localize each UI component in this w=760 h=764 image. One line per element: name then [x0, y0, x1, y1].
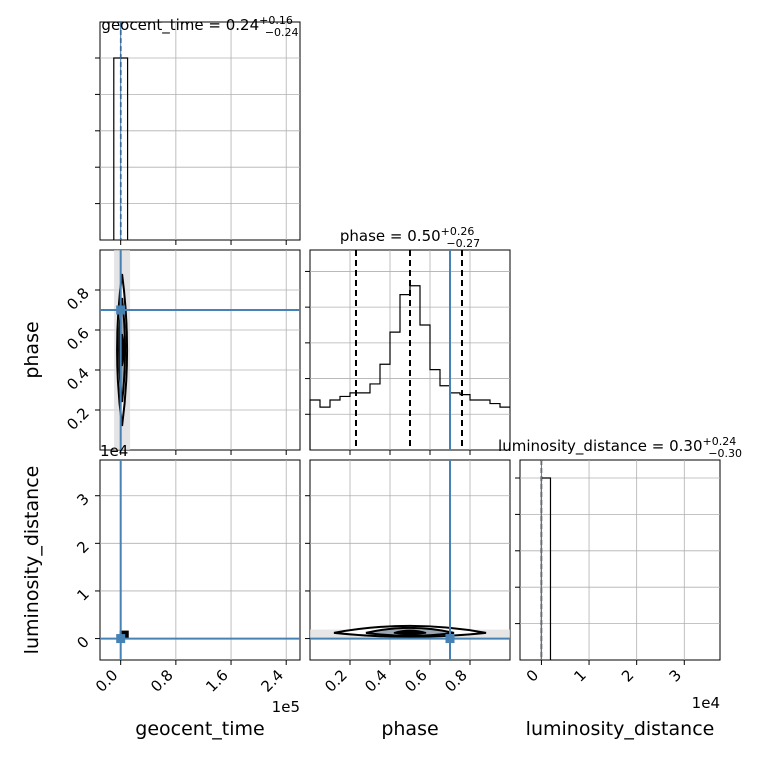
title-param-name: luminosity_distance: [498, 437, 647, 456]
xtick-label-2-2-3: 3: [666, 666, 685, 685]
panel-title-geocent-time: geocent_time = 0.24+0.16 −0.24: [101, 14, 298, 39]
ytick-label-2-0-0: 0: [73, 633, 92, 652]
xtick-label-2-1-0: 0.2: [321, 666, 351, 696]
title-param-name: phase: [340, 227, 385, 245]
panel-frame-1-0: [99, 249, 301, 451]
panel-frame-2-0: [99, 459, 301, 661]
panel-frame-2-2: [519, 459, 721, 661]
xtick-label-2-1-3: 0.8: [441, 666, 471, 696]
hist-luminosity-distance: [540, 477, 552, 660]
ytick-label-1-0-0: 0.2: [63, 404, 93, 434]
ytick-label-1-0-3: 0.8: [63, 284, 93, 314]
title-upper-error: +0.24: [703, 435, 737, 448]
panel-title-luminosity-distance: luminosity_distance = 0.30+0.24 −0.30: [498, 435, 742, 460]
y-axis-label-phase: phase: [21, 321, 43, 378]
x-axis-label-phase: phase: [381, 718, 438, 740]
title-lower-error: −0.24: [265, 26, 299, 39]
xtick-label-2-2-2: 2: [618, 666, 637, 685]
contour-inner-2-1: [393, 629, 427, 636]
panel-frame-2-1: [309, 459, 511, 661]
truth-marker-2-1: [445, 634, 455, 644]
ytick-label-2-0-2: 2: [73, 537, 92, 556]
xtick-label-2-0-3: 2.4: [257, 666, 287, 696]
x-offset-geocent-time: 1e5: [272, 698, 300, 716]
xtick-label-2-0-0: 0.0: [92, 666, 122, 696]
title-lower-error: −0.30: [708, 447, 742, 460]
ytick-label-1-0-1: 0.4: [63, 364, 93, 394]
ytick-label-2-0-3: 3: [73, 490, 92, 509]
title-median: 0.50: [407, 227, 440, 245]
xtick-label-2-2-0: 0: [523, 666, 542, 685]
title-lower-error: −0.27: [446, 237, 480, 250]
truth-marker-2-0: [116, 634, 126, 644]
title-median: 0.24: [226, 16, 259, 34]
xtick-label-2-1-2: 0.6: [401, 666, 431, 696]
title-upper-error: +0.16: [259, 14, 293, 27]
truth-marker-1-0: [116, 305, 126, 315]
y-axis-label-luminosity-distance: luminosity_distance: [21, 466, 43, 655]
x-offset-luminosity-distance: 1e4: [692, 694, 720, 712]
ytick-label-2-0-1: 1: [73, 585, 92, 604]
x-axis-label-luminosity-distance: luminosity_distance: [526, 718, 715, 740]
xtick-label-2-0-2: 1.6: [202, 666, 232, 696]
xtick-label-2-1-1: 0.4: [361, 666, 391, 696]
title-upper-error: +0.26: [441, 225, 475, 238]
panel-title-phase: phase = 0.50+0.26 −0.27: [340, 225, 480, 250]
x-axis-label-geocent-time: geocent_time: [135, 718, 264, 740]
xtick-label-2-0-1: 0.8: [147, 666, 177, 696]
title-median: 0.30: [669, 437, 702, 455]
ytick-label-1-0-2: 0.6: [63, 324, 93, 354]
xtick-label-2-2-1: 1: [570, 666, 589, 685]
y-offset-luminosity-distance: 1e4: [100, 442, 128, 460]
title-param-name: geocent_time: [101, 16, 203, 35]
